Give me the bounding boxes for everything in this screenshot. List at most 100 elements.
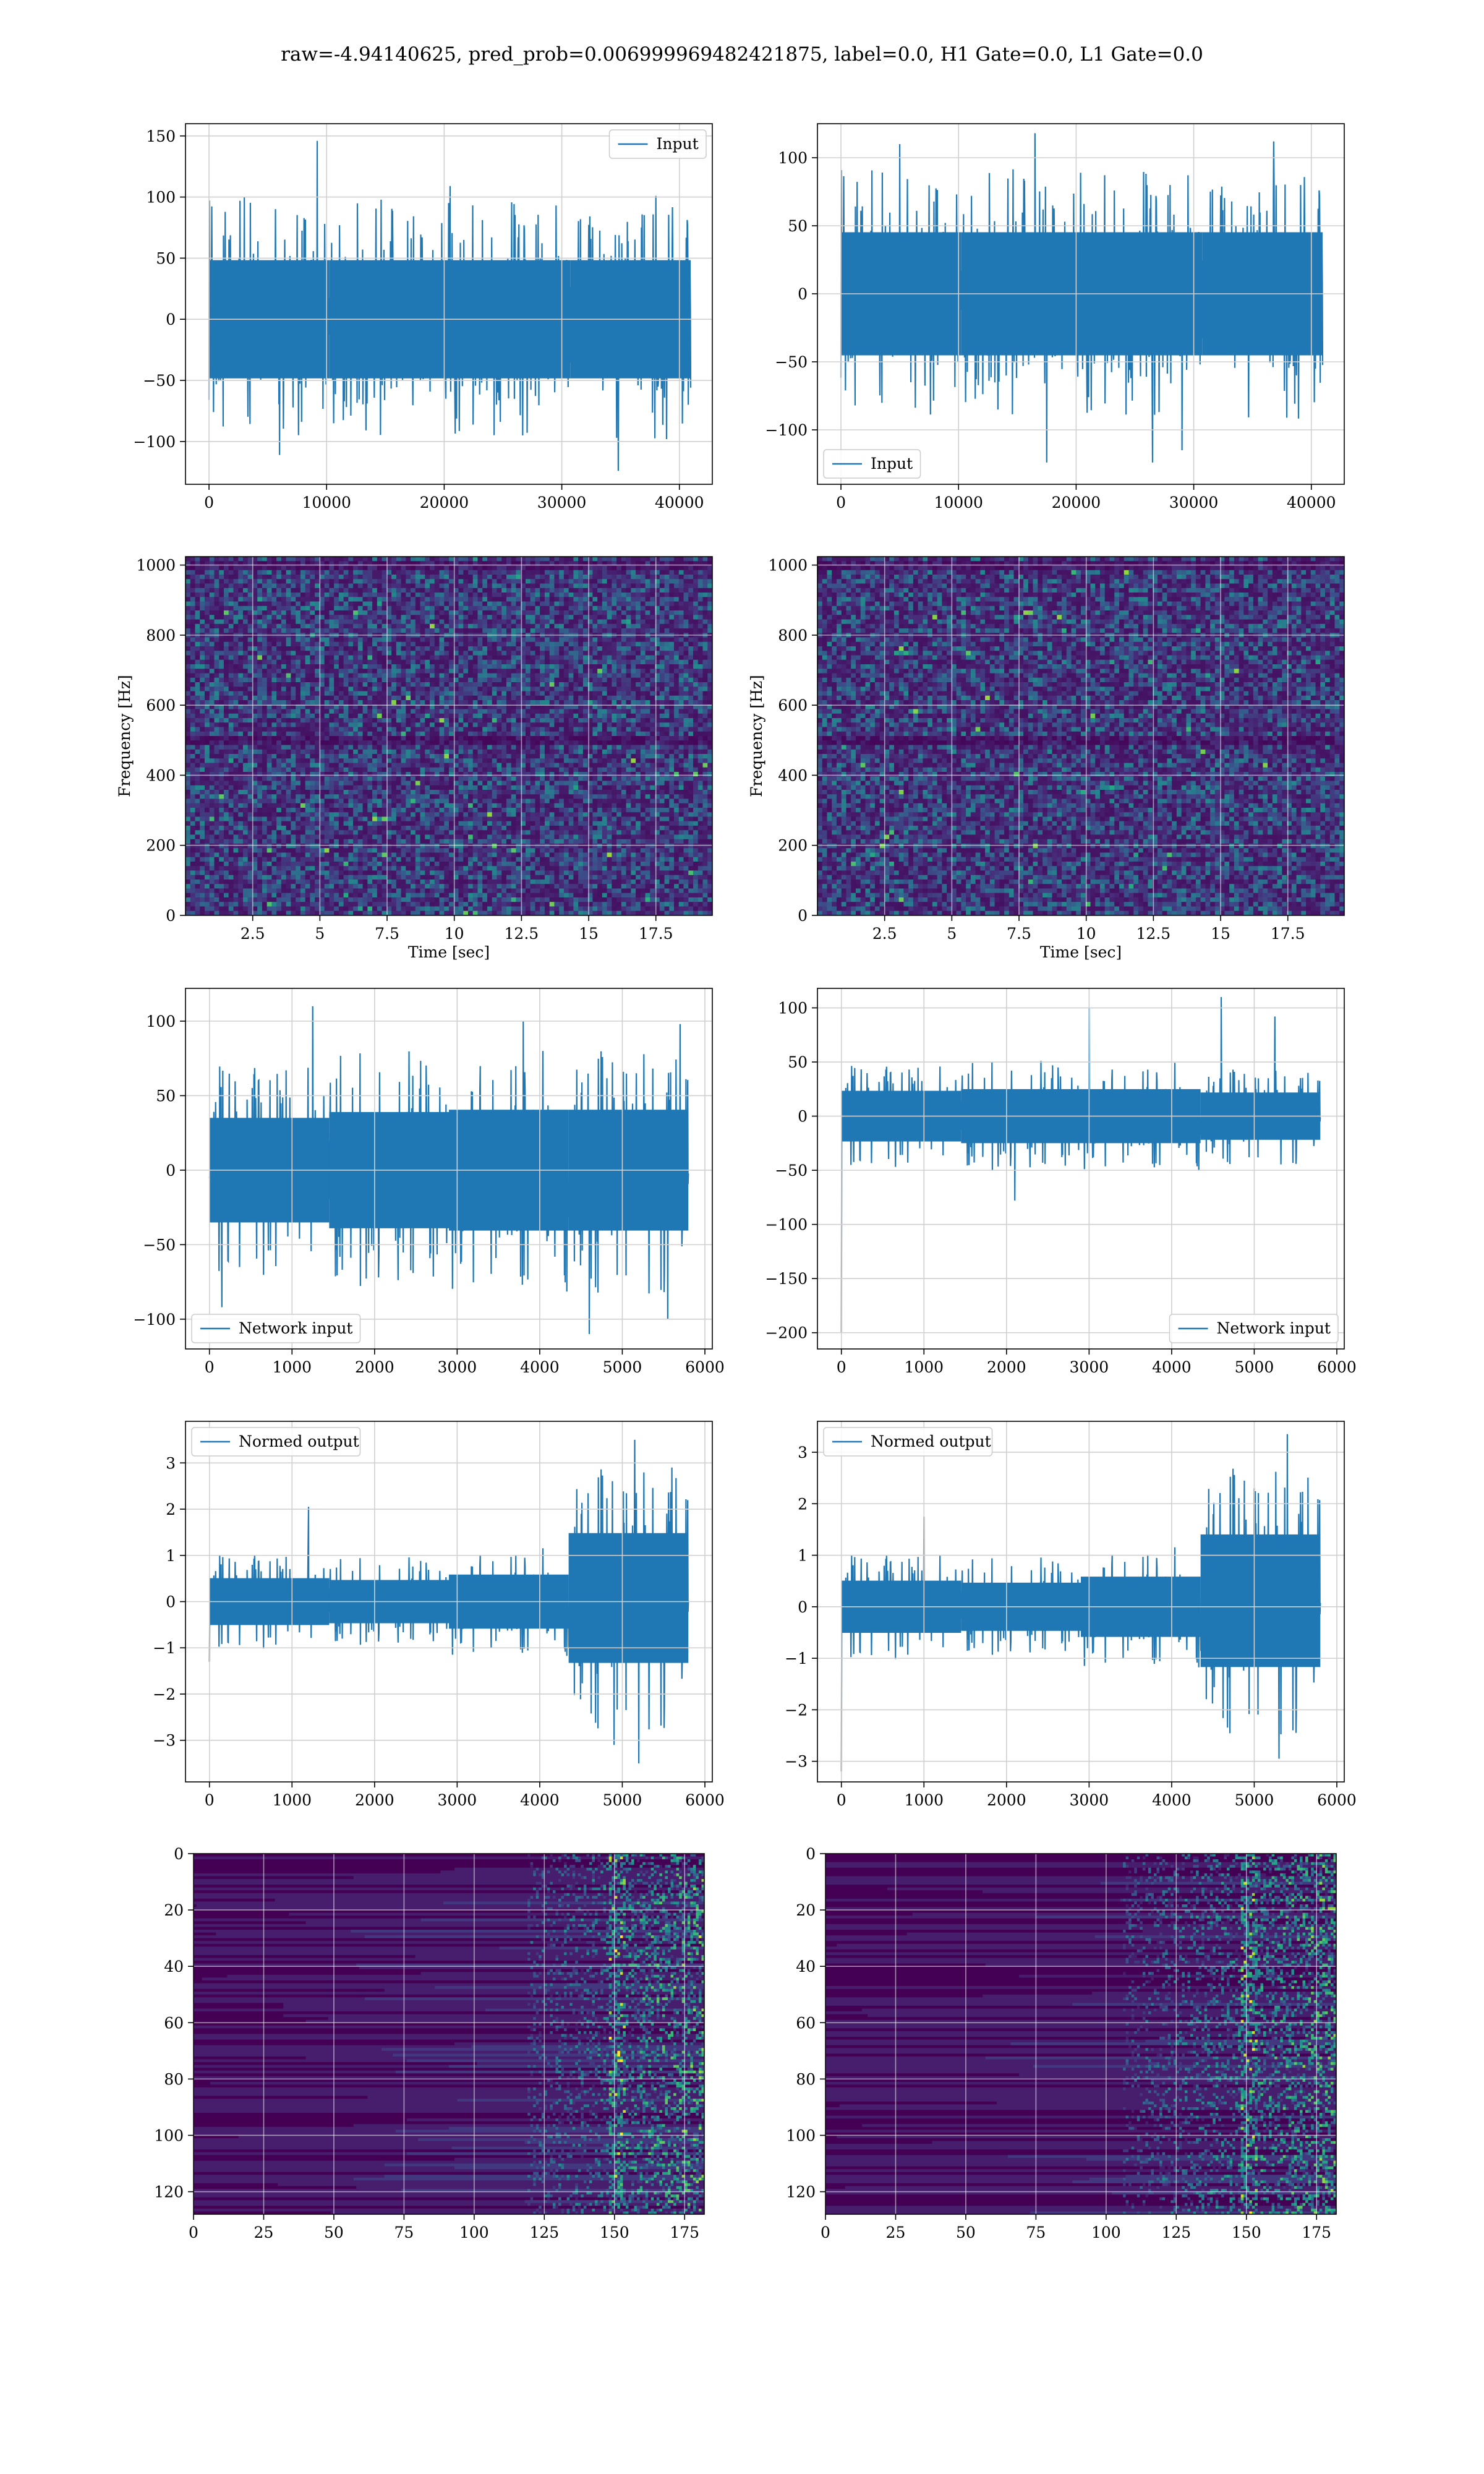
heatmap-cell xyxy=(707,561,712,567)
legend-label: Input xyxy=(657,135,699,153)
heatmap-cell xyxy=(458,704,464,710)
heatmap-cell xyxy=(449,691,454,696)
heatmap-cell xyxy=(228,628,234,633)
heatmap-cell xyxy=(396,691,402,696)
heatmap-cell xyxy=(396,677,402,683)
heatmap-cell xyxy=(353,722,359,728)
heatmap-cell xyxy=(391,740,397,746)
heatmap-cell xyxy=(521,646,526,651)
heatmap-cell xyxy=(449,593,454,597)
heatmap-cell xyxy=(640,736,646,741)
heatmap-cell xyxy=(506,557,512,562)
heatmap-cell xyxy=(262,727,268,732)
heatmap-cell xyxy=(343,669,349,674)
heatmap-cell xyxy=(372,718,378,723)
heatmap-cell xyxy=(506,736,512,741)
heatmap-cell xyxy=(497,687,502,692)
heatmap-cell xyxy=(386,570,392,575)
heatmap-cell xyxy=(472,669,479,674)
heatmap-cell xyxy=(568,623,574,629)
heatmap-cell xyxy=(559,628,565,633)
heatmap-cell xyxy=(204,669,210,674)
heatmap-cell xyxy=(439,579,445,584)
heatmap-cell xyxy=(319,659,325,665)
heatmap-cell xyxy=(674,659,680,665)
heatmap-cell xyxy=(420,610,425,615)
heatmap-cell xyxy=(616,619,622,625)
heatmap-cell xyxy=(458,557,464,562)
heatmap-cell xyxy=(544,718,550,723)
heatmap-cell xyxy=(238,641,244,647)
heatmap-cell xyxy=(209,651,215,656)
heatmap-cell xyxy=(305,623,310,629)
heatmap-cell xyxy=(602,695,608,701)
heatmap-cell xyxy=(563,651,569,656)
heatmap-cell xyxy=(334,628,339,633)
heatmap-cell xyxy=(281,709,287,714)
heatmap-cell xyxy=(578,664,584,669)
heatmap-cell xyxy=(186,570,191,575)
heatmap-cell xyxy=(697,673,704,678)
heatmap-cell xyxy=(343,745,349,750)
heatmap-cell xyxy=(367,606,373,611)
heatmap-cell xyxy=(338,588,344,593)
heatmap-cell xyxy=(348,691,354,696)
heatmap-cell xyxy=(195,641,200,647)
heatmap-cell xyxy=(396,646,402,651)
heatmap-cell xyxy=(549,695,555,701)
heatmap-cell xyxy=(286,575,291,580)
heatmap-cell xyxy=(477,646,483,651)
heatmap-cell xyxy=(186,565,191,571)
heatmap-cell xyxy=(257,651,263,656)
heatmap-cell xyxy=(549,628,555,633)
heatmap-cell xyxy=(209,700,215,705)
heatmap-cell xyxy=(338,682,344,687)
heatmap-cell xyxy=(578,700,584,705)
heatmap-cell xyxy=(544,597,550,602)
heatmap-cell xyxy=(401,575,406,580)
heatmap-cell xyxy=(678,655,684,661)
heatmap-cell xyxy=(549,619,555,625)
heatmap-cell xyxy=(650,718,655,723)
heatmap-cell xyxy=(242,579,249,584)
heatmap-cell xyxy=(329,700,335,705)
heatmap-cell xyxy=(573,570,579,575)
heatmap-cell xyxy=(186,575,191,580)
heatmap-cell xyxy=(420,677,425,683)
heatmap-cell xyxy=(587,628,593,633)
heatmap-cell xyxy=(372,597,378,602)
heatmap-cell xyxy=(602,700,608,705)
heatmap-cell xyxy=(535,718,540,723)
heatmap-cell xyxy=(233,588,239,593)
heatmap-cell xyxy=(453,695,459,701)
heatmap-cell xyxy=(707,704,712,710)
heatmap-cell xyxy=(669,740,675,746)
heatmap-cell xyxy=(382,619,387,625)
heatmap-cell xyxy=(530,655,536,661)
heatmap-cell xyxy=(578,713,584,719)
heatmap-cell xyxy=(214,628,220,633)
heatmap-cell xyxy=(549,570,555,575)
heatmap-cell xyxy=(602,597,608,602)
heatmap-cell xyxy=(568,745,574,750)
heatmap-cell xyxy=(434,593,440,597)
heatmap-cell xyxy=(286,597,291,602)
heatmap-cell xyxy=(238,718,244,723)
heatmap-cell xyxy=(252,749,258,755)
heatmap-cell xyxy=(310,745,315,750)
heatmap-cell xyxy=(607,615,612,620)
heatmap-cell xyxy=(281,565,287,571)
heatmap-cell xyxy=(582,561,589,567)
heatmap-cell xyxy=(415,669,421,674)
heatmap-cell xyxy=(482,745,488,750)
heatmap-cell xyxy=(669,601,675,607)
heatmap-cell xyxy=(281,704,287,710)
heatmap-cell xyxy=(362,687,368,692)
heatmap-cell xyxy=(262,619,268,625)
heatmap-cell xyxy=(540,659,545,665)
heatmap-cell xyxy=(362,623,368,629)
heatmap-cell xyxy=(190,682,196,687)
heatmap-cell xyxy=(300,557,306,562)
heatmap-cell xyxy=(578,736,584,741)
heatmap-cell xyxy=(612,593,617,597)
